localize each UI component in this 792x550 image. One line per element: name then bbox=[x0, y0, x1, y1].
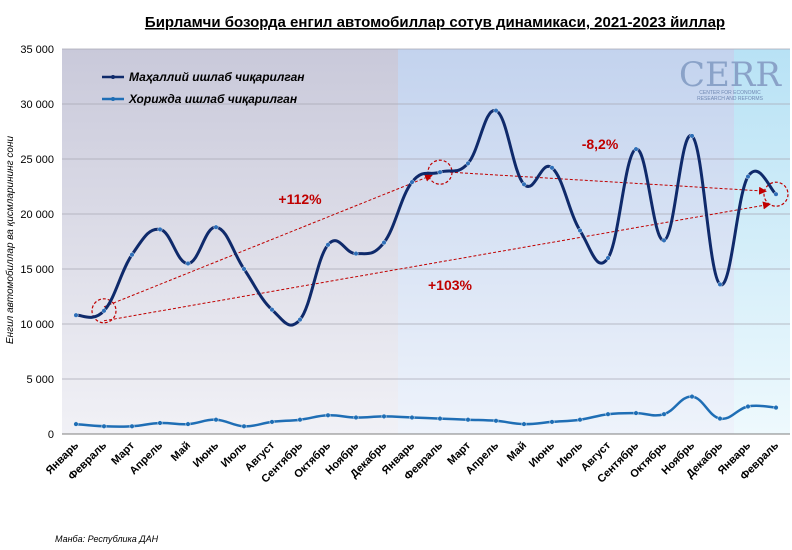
legend-label-foreign: Хорижда ишлаб чиқарилган bbox=[128, 92, 298, 106]
data-point bbox=[101, 423, 107, 429]
data-point bbox=[409, 179, 415, 185]
highlight-circle bbox=[763, 181, 789, 207]
x-tick-label: Июнь bbox=[527, 439, 557, 469]
data-point bbox=[689, 133, 695, 139]
source-note: Манба: Республика ДАН bbox=[55, 534, 159, 544]
data-point bbox=[745, 404, 751, 410]
x-tick-label: Июнь bbox=[191, 439, 221, 469]
x-tick-label: Май bbox=[505, 440, 529, 464]
y-tick-label: 5 000 bbox=[26, 374, 54, 386]
data-point bbox=[73, 421, 79, 427]
y-axis-label: Енгил автомобиллар ва қисмларининг сони bbox=[4, 136, 16, 344]
band-2023 bbox=[734, 49, 790, 434]
gridlines bbox=[62, 48, 790, 380]
y-tick-label: 15 000 bbox=[20, 264, 54, 276]
legend-marker-foreign bbox=[111, 97, 115, 101]
data-point bbox=[773, 191, 779, 197]
data-point bbox=[549, 419, 555, 425]
data-point bbox=[661, 237, 667, 243]
data-point bbox=[577, 417, 583, 423]
data-point bbox=[465, 160, 471, 166]
data-point bbox=[437, 416, 443, 422]
data-point bbox=[605, 255, 611, 261]
band-2022 bbox=[398, 49, 734, 434]
series-line-local bbox=[75, 109, 778, 327]
data-point bbox=[241, 266, 247, 272]
cerr-logo: CERR CENTER FOR ECONOMIC RESEARCH AND RE… bbox=[679, 55, 782, 102]
data-point bbox=[493, 418, 499, 424]
arrow-plus103 bbox=[103, 201, 771, 322]
legend-marker-local bbox=[111, 75, 115, 79]
y-axis: 0 5 000 10 000 15 000 20 000 25 000 30 000 35 0… bbox=[20, 44, 790, 441]
data-point bbox=[381, 413, 387, 419]
series-lines bbox=[73, 108, 779, 429]
data-point bbox=[269, 307, 275, 313]
data-point bbox=[661, 411, 667, 417]
data-point bbox=[297, 417, 303, 423]
data-point bbox=[269, 419, 275, 425]
annotations: +112% +103% -8,2% bbox=[91, 136, 789, 324]
data-point bbox=[717, 281, 723, 287]
data-point bbox=[745, 174, 751, 180]
data-point bbox=[353, 251, 359, 257]
y-tick-label: 20 000 bbox=[20, 209, 54, 221]
logo-subtitle-2: RESEARCH AND REFORMS bbox=[697, 96, 764, 102]
logo-text: CERR bbox=[679, 55, 782, 95]
x-tick-label: Май bbox=[169, 440, 193, 464]
y-tick-label: 25 000 bbox=[20, 154, 54, 166]
data-point bbox=[129, 423, 135, 429]
data-point bbox=[325, 412, 331, 418]
data-point bbox=[353, 415, 359, 421]
data-point bbox=[549, 165, 555, 171]
data-point bbox=[325, 242, 331, 248]
chart-title: Бирламчи бозорда енгил автомобиллар соту… bbox=[145, 14, 725, 31]
data-point bbox=[717, 416, 723, 422]
data-point bbox=[409, 415, 415, 421]
data-point bbox=[241, 423, 247, 429]
y-tick-label: 35 000 bbox=[20, 44, 54, 56]
annotation-label: +112% bbox=[278, 191, 322, 207]
data-point bbox=[605, 411, 611, 417]
data-point bbox=[213, 224, 219, 230]
data-point bbox=[157, 420, 163, 426]
data-point bbox=[213, 417, 219, 423]
data-point bbox=[689, 394, 695, 400]
data-point bbox=[773, 405, 779, 411]
data-point bbox=[297, 317, 303, 323]
data-point bbox=[73, 312, 79, 318]
data-point bbox=[129, 252, 135, 258]
data-point bbox=[577, 227, 583, 233]
data-point bbox=[521, 181, 527, 187]
annotation-label: -8,2% bbox=[582, 136, 619, 152]
y-tick-label: 30 000 bbox=[20, 99, 54, 111]
data-point bbox=[185, 261, 191, 267]
data-point bbox=[493, 108, 499, 114]
annotation-label: +103% bbox=[428, 277, 473, 293]
data-point bbox=[381, 240, 387, 246]
legend: Маҳаллий ишлаб чиқарилган Хорижда ишлаб … bbox=[102, 70, 305, 106]
year-bands bbox=[62, 49, 790, 434]
data-point bbox=[633, 146, 639, 152]
data-point bbox=[157, 226, 163, 232]
data-point bbox=[465, 417, 471, 423]
data-point bbox=[437, 169, 443, 175]
legend-label-local: Маҳаллий ишлаб чиқарилган bbox=[129, 70, 305, 84]
highlight-circle bbox=[91, 298, 117, 324]
series-line-foreign bbox=[75, 395, 777, 428]
data-point bbox=[185, 421, 191, 427]
data-point bbox=[521, 421, 527, 427]
arrow-plus112 bbox=[103, 174, 433, 308]
data-point bbox=[633, 410, 639, 416]
logo-subtitle-1: CENTER FOR ECONOMIC bbox=[699, 90, 761, 96]
arrow-minus82 bbox=[449, 171, 767, 195]
data-point bbox=[101, 308, 107, 314]
y-tick-label: 0 bbox=[48, 429, 54, 441]
y-tick-label: 10 000 bbox=[20, 319, 54, 331]
